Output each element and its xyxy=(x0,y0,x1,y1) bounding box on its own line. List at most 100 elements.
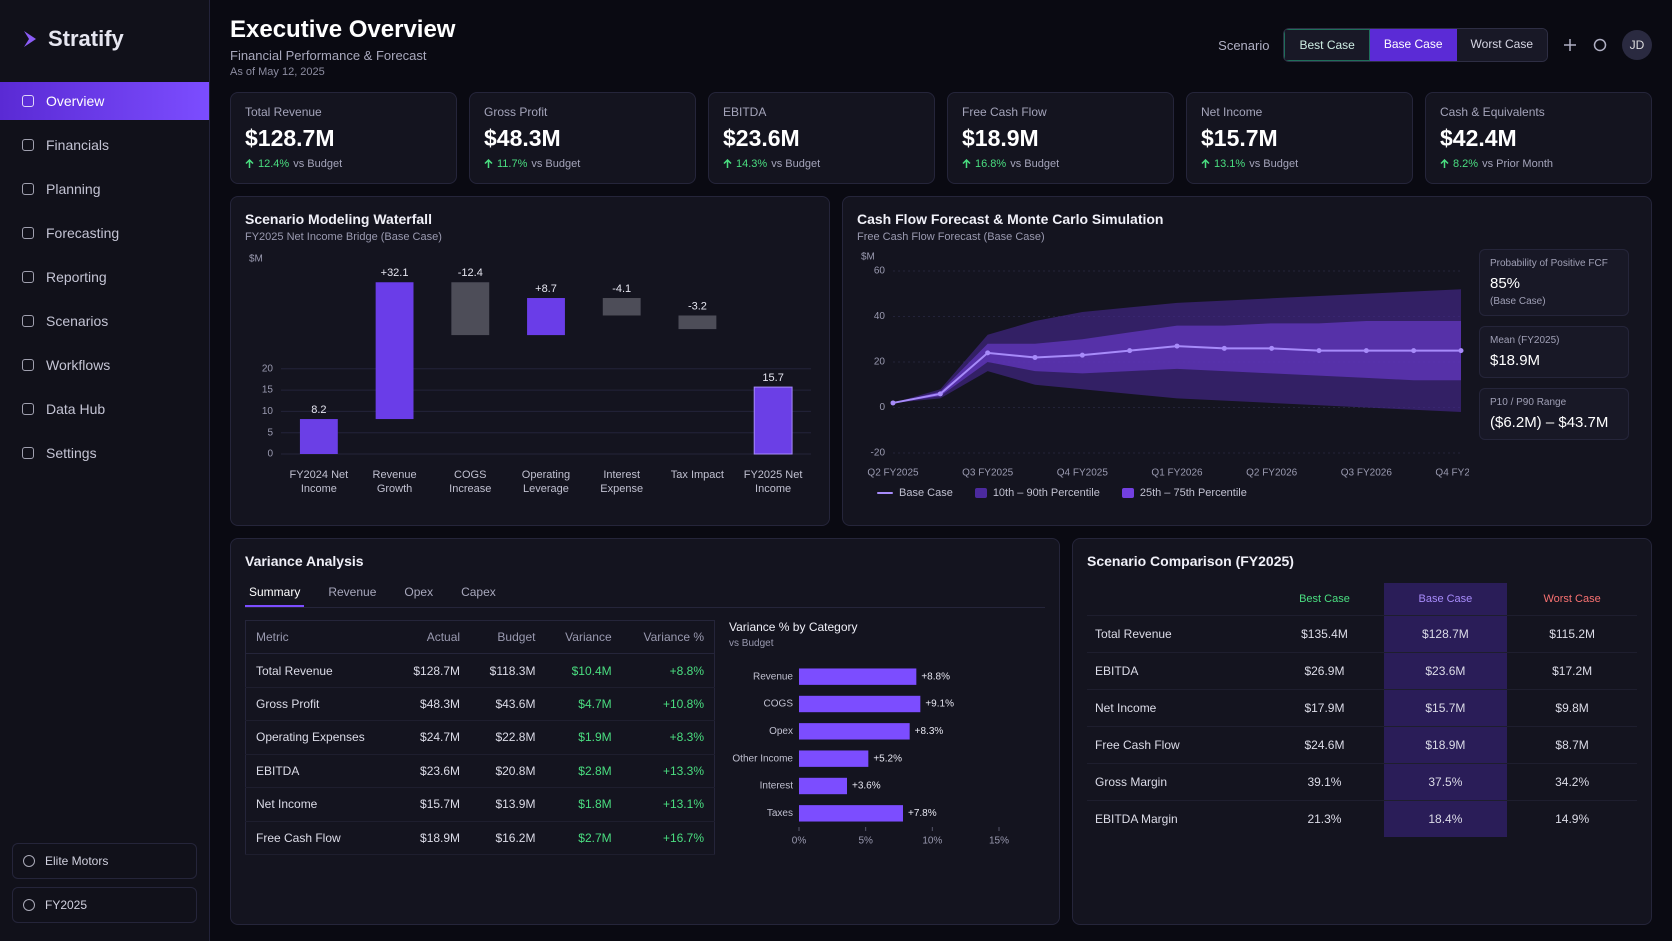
table-cell: $43.6M xyxy=(470,687,546,722)
nav-item[interactable]: Overview xyxy=(0,82,209,120)
legend-label: Base Case xyxy=(899,487,953,499)
corner-cell xyxy=(1087,583,1265,616)
line-point xyxy=(1032,354,1038,360)
up-arrow xyxy=(723,159,732,168)
line-point xyxy=(1316,348,1322,354)
tab[interactable]: Capex xyxy=(461,585,496,599)
kpi-value: $18.9M xyxy=(962,125,1039,151)
kpi-change: 11.7% vs Budget xyxy=(484,158,681,170)
table-cell: +13.3% xyxy=(621,754,715,789)
table-cell: $128.7M xyxy=(393,653,471,688)
nav-item[interactable]: Forecasting xyxy=(0,214,209,252)
table-cell: $1.9M xyxy=(545,720,622,755)
middle-row: Scenario Modeling Waterfall FY2025 Net In… xyxy=(230,196,1652,526)
x-tick-label: 15% xyxy=(989,836,1009,847)
category-label: Opex xyxy=(769,726,793,737)
table-cell: $15.7M xyxy=(1383,689,1508,727)
legend-label: 25th – 75th Percentile xyxy=(1139,487,1247,499)
table-cell: $135.4M xyxy=(1265,615,1384,653)
chart-subtitle: Free Cash Flow Forecast (Base Case) xyxy=(857,231,1045,243)
x-tick-label: Q3 FY2025 xyxy=(962,468,1014,479)
table-cell: Total Revenue xyxy=(245,653,394,688)
table-cell: $128.7M xyxy=(1383,615,1508,653)
settings-button[interactable] xyxy=(1592,37,1608,53)
table-cell: +13.1% xyxy=(621,787,715,822)
category-label: Other Income xyxy=(732,753,793,764)
kpi-basis: vs Budget xyxy=(771,158,821,170)
x-tick-label: Revenue Growth xyxy=(372,469,417,495)
nav-item[interactable]: Financials xyxy=(0,126,209,164)
nav-item[interactable]: Scenarios xyxy=(0,302,209,340)
table-row: EBITDA $26.9M $23.6M $17.2M xyxy=(1087,652,1637,690)
nav-item[interactable]: Settings xyxy=(0,434,209,472)
gear-icon xyxy=(1593,38,1607,52)
value-label: +8.7 xyxy=(535,283,557,295)
tab[interactable]: Opex xyxy=(404,585,434,599)
value-label: 15.7 xyxy=(762,372,783,384)
x-tick-label: 10% xyxy=(922,836,942,847)
waterfall-bar xyxy=(451,282,490,336)
chart-title: Variance % by Category xyxy=(729,620,858,634)
table-cell: $8.7M xyxy=(1507,726,1637,764)
x-tick-label: Interest Expense xyxy=(600,469,644,495)
nav-label: Planning xyxy=(46,181,101,197)
kpi-change-value: 13.1% xyxy=(1214,158,1246,170)
up-arrow xyxy=(1201,159,1210,168)
table-row: EBITDA $23.6M $20.8M $2.8M +13.3% xyxy=(245,754,715,789)
table-header: Best Case Base Case Worst Case xyxy=(1087,583,1637,616)
add-button[interactable] xyxy=(1562,37,1578,53)
nav-item[interactable]: Planning xyxy=(0,170,209,208)
y-tick-label: 40 xyxy=(874,311,886,322)
line-point xyxy=(985,350,991,356)
column-header: Variance % xyxy=(621,620,715,655)
kpi-change-value: 11.7% xyxy=(497,158,528,170)
table-cell: +16.7% xyxy=(621,821,715,856)
value-label: +8.8% xyxy=(921,671,950,682)
footer-label: Elite Motors xyxy=(45,854,109,868)
tab[interactable]: Revenue xyxy=(328,585,377,599)
bar xyxy=(799,777,847,795)
cashflow-chart: $M -20 0 20 40 60 Q2 FY2025 Q3 FY2025 Q4 FY2025 Q… xyxy=(861,252,1469,479)
table-cell: $118.3M xyxy=(470,653,546,688)
kpi-label: Total Revenue xyxy=(245,105,322,119)
x-tick-label: Tax Impact xyxy=(670,469,724,481)
y-unit: $M xyxy=(249,254,263,265)
table-cell: $10.4M xyxy=(545,653,622,688)
scenario-button[interactable]: Base Case xyxy=(1369,29,1457,61)
table-row: Free Cash Flow $24.6M $18.9M $8.7M xyxy=(1087,726,1637,764)
page-title: Executive Overview xyxy=(230,16,456,43)
scenario-button[interactable]: Worst Case xyxy=(1456,29,1547,61)
y-tick-label: 5 xyxy=(267,427,273,438)
scenario-button[interactable]: Best Case xyxy=(1284,29,1370,61)
stat-value: ($6.2M) – $43.7M xyxy=(1490,414,1609,431)
variance-chart: Variance % by Category vs Budget 0% 5% 10% 15… xyxy=(729,620,1045,855)
table-cell: Free Cash Flow xyxy=(245,821,394,856)
stat-label: Mean (FY2025) xyxy=(1490,335,1560,346)
bar xyxy=(799,750,869,767)
x-tick-label: Q2 FY2025 xyxy=(867,468,919,479)
legend-item: 25th – 75th Percentile xyxy=(1121,487,1247,499)
table-cell: $2.7M xyxy=(545,821,622,856)
tab[interactable]: Summary xyxy=(245,579,305,607)
x-tick-label: FY2025 Net Income xyxy=(743,469,803,495)
footer-item[interactable]: FY2025 xyxy=(12,887,197,923)
waterfall-bar xyxy=(678,315,717,330)
kpi-change: 12.4% vs Budget xyxy=(245,158,442,170)
kpi-card: Net Income $15.7M 13.1% vs Budget xyxy=(1186,92,1413,184)
nav-icon xyxy=(22,403,34,415)
nav-item[interactable]: Workflows xyxy=(0,346,209,384)
kpi-value: $128.7M xyxy=(245,125,335,151)
bottom-row: Variance Analysis Summary Revenue Opex Capex… xyxy=(230,538,1652,925)
nav-item[interactable]: Reporting xyxy=(0,258,209,296)
table-row: Free Cash Flow $18.9M $16.2M $2.7M +16.7% xyxy=(245,821,715,856)
user-avatar[interactable]: JD xyxy=(1622,30,1652,60)
chart-title: Scenario Modeling Waterfall xyxy=(245,211,432,227)
nav-label: Data Hub xyxy=(46,401,106,417)
nav-item[interactable]: Data Hub xyxy=(0,390,209,428)
row-label: Total Revenue xyxy=(1087,615,1266,653)
line-point xyxy=(1127,348,1133,354)
footer-item[interactable]: Elite Motors xyxy=(12,843,197,879)
plus-icon xyxy=(1564,39,1576,51)
stat-box: P10 / P90 Range ($6.2M) – $43.7M xyxy=(1479,388,1629,440)
y-tick-label: 10 xyxy=(262,406,274,417)
